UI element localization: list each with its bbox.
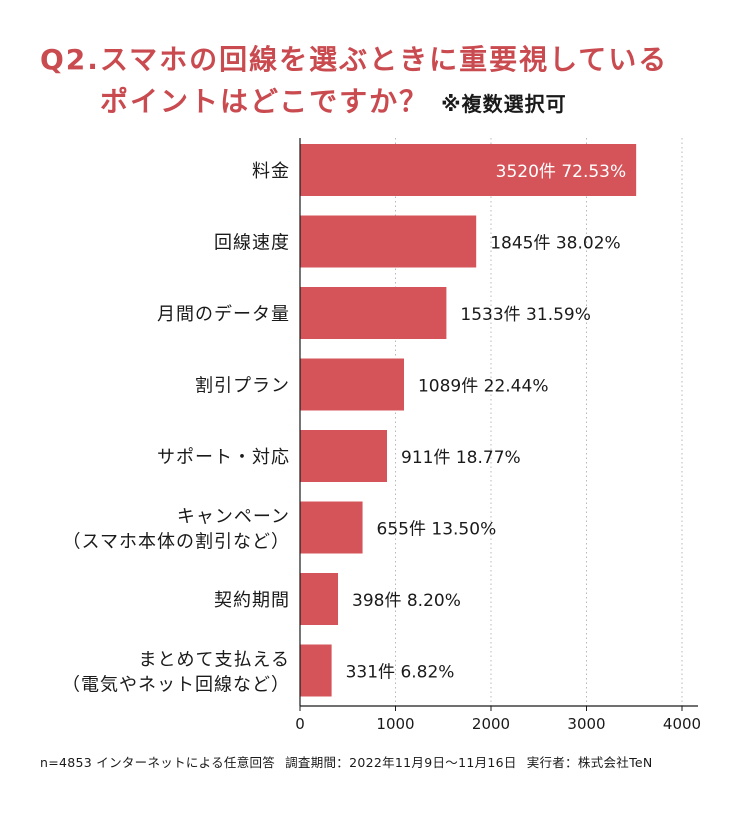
x-tick-label: 3000: [567, 715, 605, 733]
category-label: 割引プラン: [195, 376, 290, 397]
bar: [300, 430, 388, 482]
category-label: サポート・対応: [157, 447, 290, 468]
bar: [300, 144, 637, 196]
category-label: キャンペーン: [177, 507, 290, 528]
data-label: 1845件 38.02%: [490, 234, 621, 254]
chart-title-line1: Q2.スマホの回線を選ぶときに重要視している: [40, 43, 669, 76]
bar: [300, 358, 404, 411]
footer-sample: n=4853 インターネットによる任意回答: [40, 755, 276, 770]
x-tick-label: 1000: [376, 715, 414, 733]
chart-title-text: ポイントはどこですか？: [100, 85, 430, 118]
data-label: 911件 18.77%: [401, 448, 521, 468]
x-tick-label: 4000: [663, 715, 701, 733]
data-label: 655件 13.50%: [377, 520, 497, 540]
bar: [300, 287, 447, 339]
bar: [300, 501, 363, 554]
chart-title-line2: ポイントはどこですか？ ※複数選択可: [100, 80, 567, 120]
data-label: 398件 8.20%: [352, 591, 461, 611]
bar: [300, 644, 332, 697]
data-label: 1533件 31.59%: [460, 305, 591, 325]
category-label: 料金: [252, 161, 290, 182]
category-label: 回線速度: [214, 233, 290, 254]
bar: [300, 215, 477, 268]
category-label: まとめて支払える: [139, 650, 290, 671]
category-label: 月間のデータ量: [157, 304, 290, 325]
x-tick-label: 2000: [472, 715, 510, 733]
category-label: （スマホ本体の割引など）: [63, 532, 290, 553]
bar-chart: 3520件 72.53% 料金 1845件 38.02% 回線速度 1533件 31.5…: [62, 138, 701, 733]
data-label: 1089件 22.44%: [418, 377, 549, 397]
data-label: 3520件 72.53%: [496, 162, 627, 182]
footer-period: 調査期間：2022年11月9日～11月16日: [285, 755, 517, 770]
category-label: （電気やネット回線など）: [62, 675, 290, 696]
bar: [300, 573, 339, 625]
chart-note: ※複数選択可: [441, 92, 567, 116]
category-label: 契約期間: [214, 590, 290, 611]
footer-executor: 実行者：株式会社TeN: [526, 755, 653, 770]
data-label: 331件 6.82%: [346, 663, 455, 683]
footer: n=4853 インターネットによる任意回答 調査期間：2022年11月9日～11月…: [40, 752, 653, 771]
x-tick-label: 0: [295, 715, 305, 733]
